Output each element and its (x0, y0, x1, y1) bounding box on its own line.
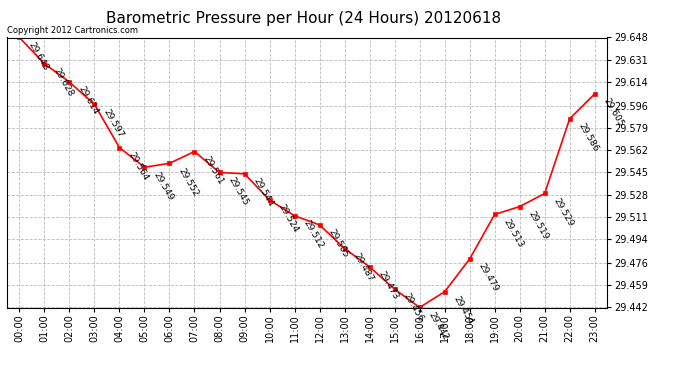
Text: Barometric Pressure per Hour (24 Hours) 20120618: Barometric Pressure per Hour (24 Hours) … (106, 11, 501, 26)
Text: 29.648: 29.648 (26, 40, 50, 72)
Text: 29.614: 29.614 (77, 85, 100, 117)
Text: 29.512: 29.512 (302, 219, 325, 250)
Text: 29.454: 29.454 (451, 294, 475, 326)
Text: 29.442: 29.442 (426, 310, 450, 342)
Text: 29.561: 29.561 (201, 154, 225, 186)
Text: 29.524: 29.524 (277, 203, 300, 234)
Text: 29.456: 29.456 (402, 292, 425, 324)
Text: 29.505: 29.505 (326, 228, 350, 260)
Text: 29.544: 29.544 (251, 177, 275, 208)
Text: 29.479: 29.479 (477, 262, 500, 294)
Text: 29.586: 29.586 (577, 122, 600, 153)
Text: 29.513: 29.513 (502, 217, 525, 249)
Text: 29.545: 29.545 (226, 175, 250, 207)
Text: 29.473: 29.473 (377, 270, 400, 302)
Text: 29.549: 29.549 (151, 170, 175, 202)
Text: 29.487: 29.487 (351, 251, 375, 283)
Text: 29.597: 29.597 (101, 107, 125, 139)
Text: 29.519: 29.519 (526, 209, 550, 241)
Text: 29.564: 29.564 (126, 150, 150, 182)
Text: 29.605: 29.605 (602, 97, 625, 128)
Text: 29.552: 29.552 (177, 166, 200, 198)
Text: Copyright 2012 Cartronics.com: Copyright 2012 Cartronics.com (7, 26, 138, 35)
Text: 29.529: 29.529 (551, 196, 575, 228)
Text: 29.628: 29.628 (51, 66, 75, 98)
